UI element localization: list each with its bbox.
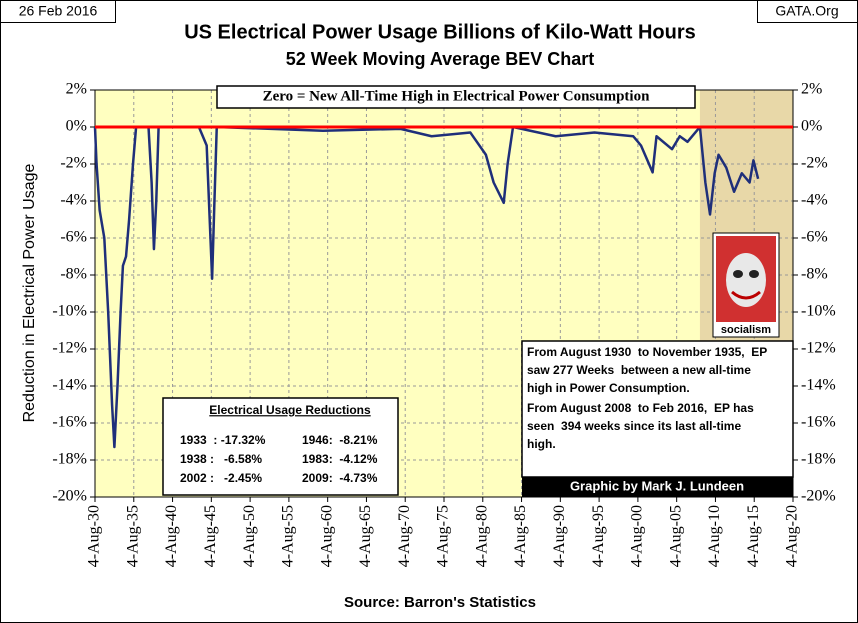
table-cell: 1983: -4.12% [302,452,378,466]
note-line: seen 394 weeks since its last all-time [527,419,741,433]
x-tick-label: 4-Aug-80 [473,505,490,567]
x-tick-label: 4-Aug-75 [435,505,452,567]
y2-tick-label: -6% [801,229,828,246]
x-tick-label: 4-Aug-60 [318,505,335,567]
x-tick-label: 4-Aug-45 [202,505,219,567]
y2-tick-label: -18% [801,451,836,468]
site-label: GATA.Org [775,3,838,19]
x-tick-label: 4-Aug-50 [241,505,258,567]
table-box [162,397,399,496]
y-axis-label: Reduction in Electrical Power Usage [21,164,38,423]
y2-tick-label: -8% [801,266,828,283]
table-cell: 1938 : -6.58% [180,452,262,466]
note-line: saw 277 Weeks between a new all-time [527,363,751,377]
banner-box [216,85,696,109]
table-cell: 1933 : -17.32% [180,433,266,447]
y2-tick-label: 2% [801,81,822,98]
x-axis-label: Source: Barron's Statistics [344,594,536,611]
notes-box [521,340,794,478]
x-tick-label: 4-Aug-95 [590,505,607,567]
x-tick-label: 4-Aug-85 [512,505,529,567]
date-box [0,0,116,23]
y2-tick-label: -12% [801,340,836,357]
y-tick-label: -2% [60,155,87,172]
y-tick-label: -18% [52,451,87,468]
y2-tick-label: -2% [801,155,828,172]
x-tick-label: 4-Aug-70 [396,505,413,567]
y2-tick-label: -10% [801,303,836,320]
x-tick-label: 4-Aug-10 [706,505,723,567]
y2-tick-label: -4% [801,192,828,209]
x-tick-label: 4-Aug-15 [745,505,762,567]
x-tick-label: 4-Aug-05 [667,505,684,567]
y-tick-label: -14% [52,377,87,394]
image-eye [733,270,743,278]
y2-tick-label: -16% [801,414,836,431]
y-tick-label: -4% [60,192,87,209]
date-label: 26 Feb 2016 [19,3,98,19]
banner: Zero = New All-Time High in Electrical P… [263,88,651,104]
x-tick-label: 4-Aug-35 [124,505,141,567]
table-cell: 2009: -4.73% [302,471,378,485]
table-title: Electrical Usage Reductions [209,403,371,417]
x-tick-label: 4-Aug-00 [629,505,646,567]
note-line: high in Power Consumption. [527,381,690,395]
y-tick-label: 0% [66,118,87,135]
note-line: From August 1930 to November 1935, EP [527,345,767,359]
y-tick-label: -16% [52,414,87,431]
data-line [93,125,760,449]
y-tick-label: -10% [52,303,87,320]
table-cell: 1946: -8.21% [302,433,378,447]
y-tick-label: -8% [60,266,87,283]
y-tick-label: -6% [60,229,87,246]
credit-box [522,477,793,497]
y2-tick-label: 0% [801,118,822,135]
note-line: From August 2008 to Feb 2016, EP has [527,401,754,415]
y-tick-label: -12% [52,340,87,357]
x-tick-label: 4-Aug-90 [551,505,568,567]
y-tick-label: 2% [66,81,87,98]
image-mouth [731,290,761,300]
chart-title: US Electrical Power Usage Billions of Ki… [184,21,696,43]
chart-subtitle: 52 Week Moving Average BEV Chart [286,49,594,69]
image-eye [749,270,759,278]
x-tick-label: 4-Aug-30 [86,505,103,567]
note-line: high. [527,437,556,451]
y2-tick-label: -20% [801,488,836,505]
image-caption: socialism [721,324,771,336]
x-tick-label: 4-Aug-55 [280,505,297,567]
x-tick-label: 4-Aug-65 [357,505,374,567]
y2-tick-label: -14% [801,377,836,394]
table-cell: 2002 : -2.45% [180,471,262,485]
x-tick-label: 4-Aug-40 [163,505,180,567]
x-tick-label: 4-Aug-20 [784,505,801,567]
credit: Graphic by Mark J. Lundeen [570,478,744,493]
y-tick-label: -20% [52,488,87,505]
